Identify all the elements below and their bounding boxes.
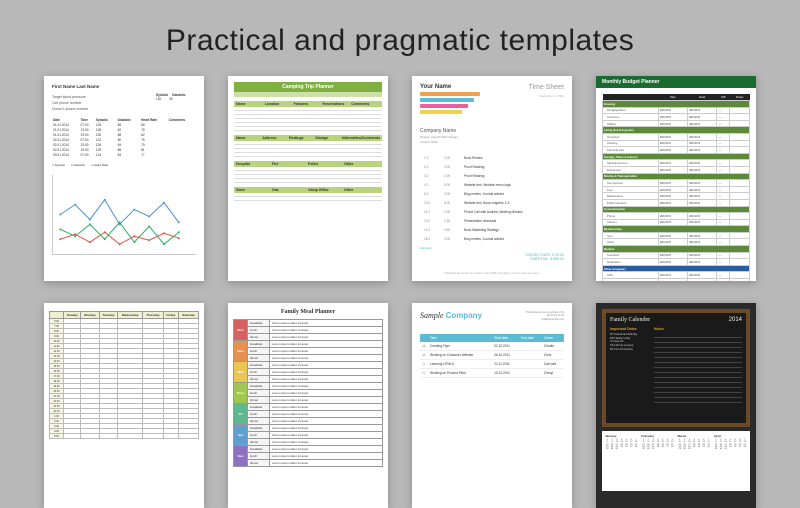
t1-legend: ● Systolic● Diastolic● Heart Rate bbox=[52, 163, 196, 167]
t1-chart bbox=[52, 175, 196, 255]
t6-title: Family Meal Planner bbox=[228, 309, 388, 315]
t5-table: SundayMondayTuesdayWednesdayThursdayFrid… bbox=[49, 311, 199, 439]
t3-totals: HOURLY RATE € 20,00 SUBTOTAL € 880,00 bbox=[526, 253, 564, 261]
t3-heading: Time Sheet bbox=[528, 84, 564, 91]
t6-table: MonbreakfastLorem ipsum dolor sit ametlu… bbox=[233, 319, 383, 467]
template-task-list[interactable]: Sample Company Professional Line, Anywhe… bbox=[412, 303, 572, 508]
page-heading: Practical and pragmatic templates bbox=[0, 0, 800, 76]
t8-board: Family Calender 2014 Important Dates 6/7… bbox=[602, 309, 750, 427]
t8-months: January123456789101112131415161718192021… bbox=[602, 431, 750, 491]
t2-title: Camping Trip Planner bbox=[234, 82, 382, 92]
t3-table: 1.22.00Book Review2.22.00Proof Reading3.… bbox=[420, 152, 564, 244]
t1-table: DateTimeSystolicDiastolicHeart RateComme… bbox=[52, 117, 196, 157]
t1-name: First Name Last Name bbox=[52, 84, 196, 89]
t7-table: TaskStart dateEnd dateOwner☑Creating Fly… bbox=[420, 334, 564, 378]
template-camping-planner[interactable]: Camping Trip Planner NameLocationFeature… bbox=[228, 76, 388, 281]
template-weekly-grid[interactable]: SundayMondayTuesdayWednesdayThursdayFrid… bbox=[44, 303, 204, 508]
t4-table: PlanRealDiffNotesHousingMortgage/Rent200… bbox=[602, 94, 750, 281]
template-family-calendar[interactable]: Family Calender 2014 Important Dates 6/7… bbox=[596, 303, 756, 508]
template-budget[interactable]: Monthly Budget Planner PlanRealDiffNotes… bbox=[596, 76, 756, 281]
template-meal-planner[interactable]: Family Meal Planner MonbreakfastLorem ip… bbox=[228, 303, 388, 508]
template-timesheet[interactable]: Your Name Time Sheet December 1, 2011 Co… bbox=[412, 76, 572, 281]
t4-title: Monthly Budget Planner bbox=[596, 76, 756, 88]
template-grid: First Name Last Name Target blood pressu… bbox=[0, 76, 800, 508]
template-health-tracker[interactable]: First Name Last Name Target blood pressu… bbox=[44, 76, 204, 281]
